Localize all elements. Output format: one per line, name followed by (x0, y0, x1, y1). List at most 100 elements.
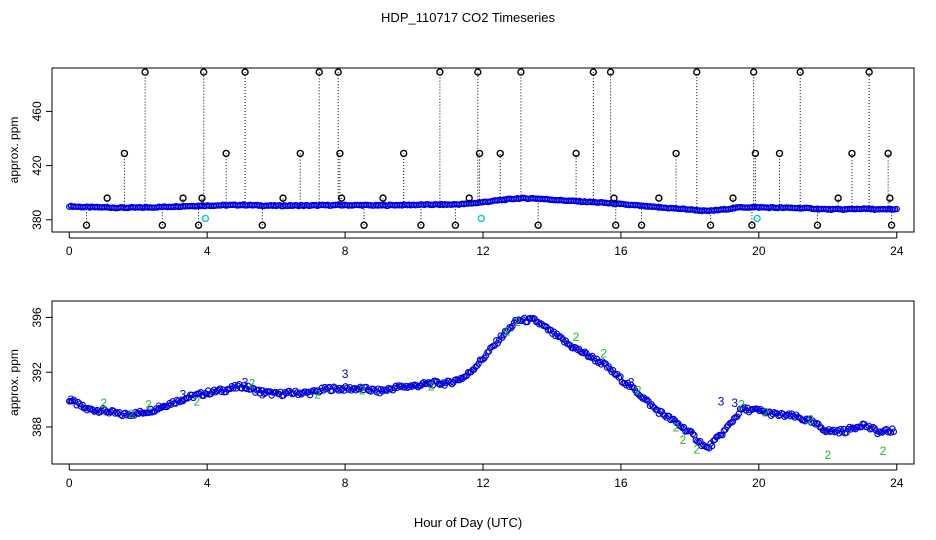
spike-point (179, 194, 187, 202)
spike-point (465, 194, 473, 202)
spike-point (655, 194, 663, 202)
spike-point (729, 194, 737, 202)
spike-point (693, 68, 701, 76)
spike-point (158, 221, 167, 229)
spike-point (572, 149, 580, 158)
co2-point (308, 388, 315, 395)
marker-label: 2 (880, 444, 887, 458)
spike-point (534, 221, 542, 229)
co2-point (889, 425, 896, 432)
spike-point (399, 149, 408, 158)
bottom-x-tick-label: 8 (342, 476, 349, 490)
co2-point (790, 412, 797, 419)
spike-point (241, 68, 249, 76)
spike-point (296, 149, 304, 158)
marker-label: 2 (738, 397, 745, 411)
co2-point (216, 385, 224, 392)
co2-point (618, 378, 626, 386)
co2-point (255, 386, 262, 393)
marker-label: 2 (680, 433, 687, 447)
bottom-x-tick-label: 4 (204, 476, 211, 490)
co2-point (580, 349, 587, 357)
top-x-tick-label: 12 (476, 244, 490, 258)
co2-point (153, 405, 160, 412)
chart-title: HDP_110717 CO2 Timeseries (381, 10, 555, 25)
co2-point (235, 380, 243, 388)
co2-point (128, 412, 135, 419)
marker-label: 3 (628, 375, 635, 389)
co2-point (824, 427, 831, 435)
spike-point (475, 149, 484, 158)
co2-point (74, 398, 82, 406)
top-x-tick-label: 20 (752, 244, 766, 258)
marker-label: 2 (145, 397, 152, 411)
baseline-point (893, 205, 900, 213)
co2-point (238, 385, 246, 392)
spike-point (315, 68, 323, 76)
co2-point (420, 378, 428, 386)
co2-point (643, 396, 651, 403)
co2-point (812, 421, 819, 428)
co2-point (176, 398, 184, 406)
co2-point (609, 366, 617, 374)
bottom-x-tick-label: 0 (66, 476, 73, 490)
co2-point (203, 390, 210, 398)
spike-point (336, 149, 344, 158)
spike-point (337, 194, 346, 202)
co2-point (828, 427, 835, 435)
marker-label: 2 (600, 347, 607, 361)
co2-point (317, 387, 324, 395)
marker-label: 2 (673, 421, 680, 435)
spike-point (82, 221, 91, 229)
co2-point (373, 388, 380, 396)
top-panel: 0 4 8 12 16 20 24 380 420 460 approx. ppm (7, 67, 915, 258)
co2-point (401, 384, 408, 391)
co2-point (426, 381, 434, 388)
spike-point (834, 194, 842, 202)
co2-point (167, 401, 175, 408)
spike-point (865, 68, 873, 76)
marker-label: 2 (573, 330, 580, 344)
co2-point (887, 429, 895, 436)
spike-point (379, 194, 387, 202)
spike-point (194, 221, 203, 229)
spike-point (474, 68, 482, 76)
spike-point (612, 221, 620, 229)
spike-point (610, 194, 618, 202)
marker-label: 2 (428, 379, 435, 393)
spike-point (848, 149, 856, 158)
spike-point (334, 68, 342, 76)
co2-point (509, 322, 516, 330)
top-y-tick-label: 380 (30, 209, 44, 229)
bottom-plot-frame (51, 300, 915, 465)
co2-point (485, 348, 493, 355)
co2-point (756, 407, 763, 415)
co2-point (784, 411, 791, 419)
co2-point (821, 427, 828, 434)
co2-point (843, 429, 850, 436)
marker-label: 2 (128, 407, 135, 421)
co2-point (175, 397, 182, 405)
co2-point (337, 386, 345, 394)
co2-point (513, 317, 521, 325)
bottom-x-tick-label: 16 (614, 476, 628, 490)
co2-point (714, 432, 722, 440)
co2-point (637, 393, 645, 401)
spike-point (589, 68, 598, 76)
co2-point (379, 388, 386, 395)
co2-point (515, 316, 522, 323)
marker-label: 2 (807, 412, 814, 426)
co2-point (769, 410, 776, 418)
co2-point (770, 409, 778, 416)
co2-point (402, 382, 410, 390)
co2-point (145, 409, 153, 416)
marker-label: 2 (249, 377, 256, 391)
co2-point (587, 354, 595, 361)
bottom-y-tick-label: 388 (30, 417, 44, 437)
co2-point (306, 391, 314, 399)
co2-point (581, 348, 589, 355)
bottom-x-tick-label: 24 (890, 476, 904, 490)
bottom-x-tick-label: 12 (476, 476, 490, 490)
spike-point (775, 149, 784, 158)
